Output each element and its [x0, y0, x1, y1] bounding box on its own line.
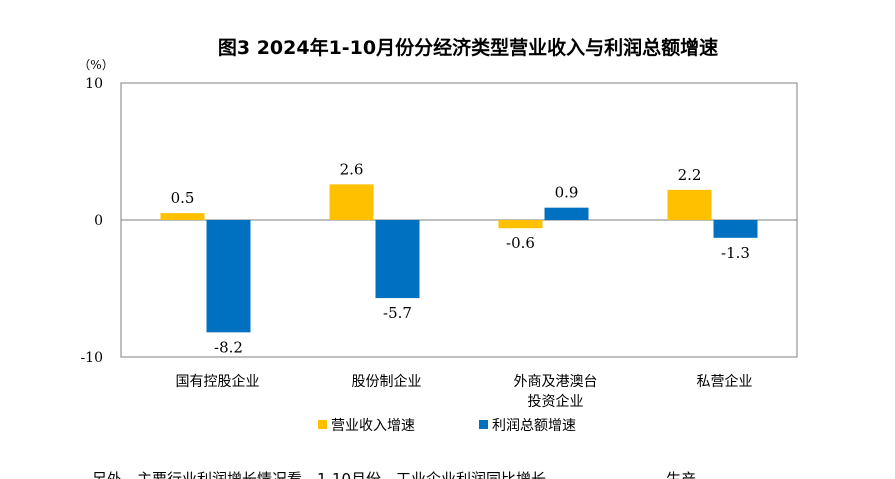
bar-revenue [498, 220, 543, 229]
bars-group [160, 184, 758, 333]
legend-label: 营业收入增速 [331, 418, 415, 434]
legend-swatch [318, 420, 327, 429]
data-label: 0.5 [171, 189, 195, 207]
footer-partial-text: 另外，主要行业利润增长情况看，1-10月份，工业企业利润同比增长……………………… [92, 470, 697, 479]
data-labels-group: 0.5 -8.2 2.6 -5.7 -0.6 0.9 2.2 -1.3 [171, 160, 750, 356]
bar-profit [713, 220, 758, 238]
legend-label: 利润总额增速 [492, 418, 576, 434]
category-label: 私营企业 [697, 373, 753, 390]
bar-profit [375, 220, 420, 299]
data-label: 0.9 [555, 184, 579, 202]
data-label: -5.7 [383, 304, 412, 322]
y-tick-label: 10 [85, 76, 103, 92]
category-label: 国有控股企业 [176, 373, 260, 390]
data-label: -1.3 [721, 244, 750, 262]
category-label: 股份制企业 [352, 373, 422, 390]
category-label: 投资企业 [528, 393, 584, 410]
bar-revenue [329, 184, 374, 220]
data-label: 2.6 [340, 160, 364, 178]
bar-profit [544, 207, 589, 220]
legend: 营业收入增速 利润总额增速 [318, 418, 576, 434]
bar-profit [206, 220, 251, 333]
category-label: 外商及港澳台 [514, 374, 598, 390]
bar-revenue [160, 213, 205, 220]
y-tick-label: -10 [80, 350, 103, 366]
bar-revenue [667, 189, 712, 220]
chart-title: 图3 2024年1-10月份分经济类型营业收入与利润总额增速 [218, 36, 718, 59]
data-label: -8.2 [214, 338, 243, 356]
y-axis-unit-label: （%） [78, 58, 113, 72]
data-label: 2.2 [678, 166, 702, 184]
y-tick-label: 0 [94, 213, 103, 229]
legend-swatch [479, 420, 488, 429]
data-label: -0.6 [506, 234, 535, 252]
y-axis-ticks: 10 0 -10 [80, 76, 103, 366]
